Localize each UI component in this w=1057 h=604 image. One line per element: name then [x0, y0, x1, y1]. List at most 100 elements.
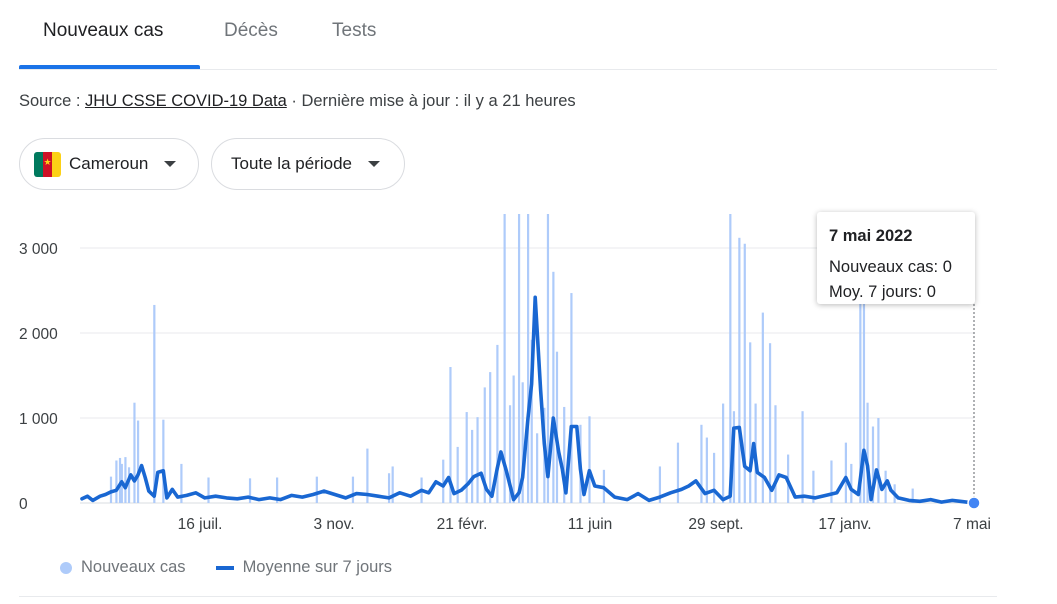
new-cases-bar [768, 343, 772, 503]
new-cases-bar [162, 419, 165, 503]
new-cases-bar [570, 293, 573, 503]
new-cases-bar [844, 442, 847, 503]
new-cases-bar [496, 344, 499, 503]
new-cases-bar [115, 460, 118, 503]
new-cases-bar [503, 214, 506, 503]
legend-line-label: Moyenne sur 7 jours [242, 558, 393, 576]
legend-bars-swatch [60, 561, 72, 574]
new-cases-bar [127, 467, 131, 503]
new-cases-bar [387, 473, 391, 503]
new-cases-bar [658, 466, 662, 503]
new-cases-bar [476, 417, 479, 503]
new-cases-bar [729, 214, 732, 503]
x-tick-label: 17 janv. [818, 516, 871, 533]
new-cases-bar [812, 470, 815, 503]
y-tick-label: 1 000 [19, 411, 58, 428]
new-cases-bar [109, 476, 113, 503]
new-cases-bar [877, 418, 880, 503]
new-cases-bar [546, 214, 550, 503]
country-select[interactable]: ★ Cameroun [19, 138, 199, 190]
flag-star-icon: ★ [43, 156, 52, 167]
tab-bar: Nouveaux cas Décès Tests [19, 0, 997, 70]
new-cases-bar [136, 420, 140, 503]
new-cases-bar [276, 477, 279, 503]
new-cases-bar [512, 375, 515, 503]
x-tick-label: 7 mai [953, 516, 991, 533]
x-tick-label: 21 févr. [437, 516, 488, 533]
chevron-down-icon [164, 161, 177, 167]
period-select-label: Toute la période [231, 154, 352, 173]
new-cases-bar [871, 426, 875, 503]
legend-line-swatch [215, 565, 234, 570]
new-cases-bar [749, 342, 752, 503]
x-tick-label: 29 sept. [688, 516, 743, 533]
new-cases-bars [109, 214, 914, 504]
new-cases-bar [700, 424, 703, 503]
new-cases-bar [555, 351, 559, 503]
period-select[interactable]: Toute la période [211, 138, 405, 190]
flag-green-stripe [34, 151, 43, 177]
tab-tests[interactable]: Tests [332, 20, 377, 41]
cameroon-flag-icon: ★ [34, 151, 61, 177]
new-cases-bar [859, 237, 862, 504]
new-cases-bar [442, 459, 445, 503]
bottom-divider [19, 596, 997, 597]
source-line: Source : JHU CSSE COVID-19 Data · Derniè… [19, 92, 576, 111]
y-tick-label: 0 [19, 496, 28, 513]
new-cases-bar [483, 387, 486, 503]
new-cases-bar [527, 214, 530, 503]
new-cases-bar [248, 478, 252, 503]
new-cases-bar [449, 367, 452, 503]
new-cases-bar [536, 433, 539, 503]
x-tick-label: 11 juin [568, 516, 613, 533]
y-axis-labels: 0 1 000 2 000 3 000 [19, 241, 58, 513]
source-prefix: Source : [19, 92, 86, 110]
new-cases-bar [530, 339, 533, 503]
new-cases-bar [124, 457, 127, 503]
new-cases-bar [743, 243, 746, 503]
new-cases-bar [563, 406, 566, 503]
source-link[interactable]: JHU CSSE COVID-19 Data [85, 92, 287, 110]
new-cases-bar [862, 237, 866, 504]
new-cases-bar [521, 382, 524, 503]
new-cases-bar [180, 463, 183, 503]
new-cases-bar [866, 402, 869, 503]
active-tab-indicator [19, 65, 200, 69]
country-select-label: Cameroun [69, 154, 149, 173]
new-cases-bar [705, 437, 708, 503]
new-cases-bar [471, 429, 474, 503]
new-cases-bar [588, 416, 591, 503]
tab-new-cases[interactable]: Nouveaux cas [43, 20, 164, 41]
tooltip-date: 7 mai 2022 [829, 227, 913, 245]
flag-red-stripe: ★ [43, 151, 52, 177]
chevron-down-icon [367, 161, 380, 167]
seven-day-average-line [80, 295, 976, 505]
new-cases-bar [489, 372, 492, 503]
new-cases-bar [517, 214, 521, 503]
y-tick-label: 3 000 [19, 241, 58, 258]
x-axis-labels: 16 juil. 3 nov. 21 févr. 11 juin 29 sept. 17 … [178, 516, 991, 533]
x-tick-label: 16 juil. [178, 516, 223, 533]
hover-point [967, 496, 981, 510]
new-cases-bar [207, 477, 210, 503]
tooltip-cases: Nouveaux cas: 0 [829, 258, 952, 276]
tab-deaths[interactable]: Décès [224, 20, 278, 41]
x-tick-label: 3 nov. [313, 516, 354, 533]
new-cases-bar [133, 402, 136, 503]
new-cases-bar [830, 460, 833, 503]
new-cases-bar [465, 412, 468, 503]
legend-bars-label: Nouveaux cas [81, 558, 186, 576]
new-cases-bar [315, 476, 318, 503]
chart-legend: Nouveaux cas Moyenne sur 7 jours [60, 558, 392, 577]
new-cases-bar [911, 488, 914, 503]
tooltip-average: Moy. 7 jours: 0 [829, 283, 936, 301]
new-cases-bar [761, 312, 764, 503]
new-cases-bar [552, 271, 555, 503]
new-cases-bar [351, 476, 355, 503]
new-cases-bar [774, 405, 777, 503]
new-cases-bar [738, 237, 741, 504]
new-cases-bar [508, 405, 512, 503]
new-cases-bar [456, 446, 459, 503]
y-tick-label: 2 000 [19, 326, 58, 343]
